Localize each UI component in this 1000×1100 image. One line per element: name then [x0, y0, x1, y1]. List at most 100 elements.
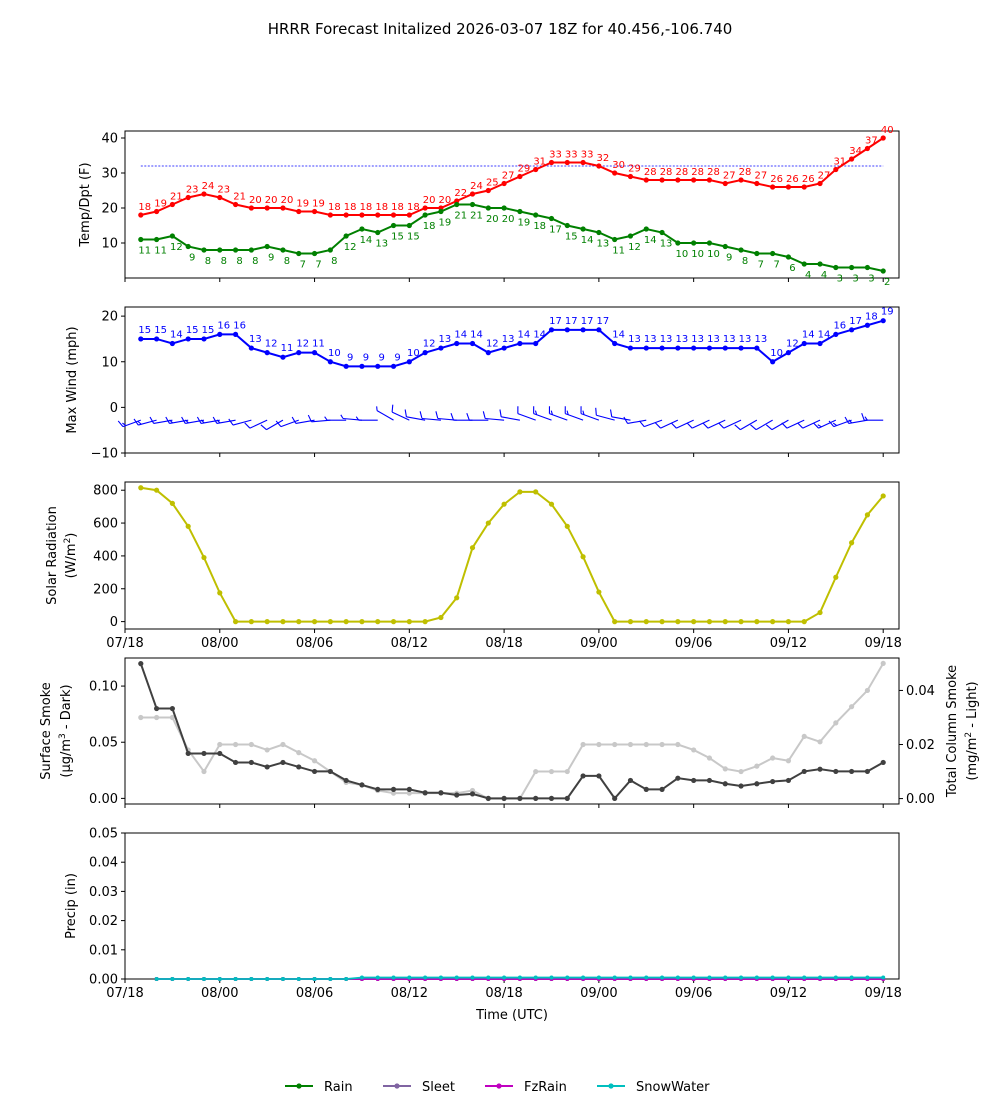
wind-point	[375, 363, 381, 369]
solar-point	[817, 609, 823, 616]
temp-data-label: 26	[802, 174, 815, 185]
wind-data-label: 14	[454, 330, 467, 341]
wind-point	[533, 340, 539, 347]
y-tick-label: 0.02	[89, 914, 118, 929]
temp-point	[833, 166, 839, 173]
surface-smoke-point	[138, 661, 144, 667]
y-right-tick-label: 0.04	[906, 684, 935, 699]
y-tick-label: 0	[110, 401, 118, 416]
dewpoint-data-label: 11	[612, 246, 625, 257]
wind-barb	[466, 412, 489, 421]
dewpoint-data-label: 19	[439, 218, 452, 229]
wind-data-label: 16	[217, 320, 230, 331]
column-smoke-point	[169, 714, 175, 721]
wind-point	[296, 350, 302, 356]
barb-shaft	[391, 411, 410, 421]
precip-snowwater-point	[581, 975, 586, 980]
wind-barb	[244, 419, 268, 429]
wind-barb	[117, 419, 141, 428]
surface-smoke-point	[691, 777, 697, 784]
wind-barb	[580, 406, 600, 421]
dewpoint-point	[169, 233, 175, 239]
y-tick-label: 400	[93, 549, 118, 564]
barb-shaft	[755, 419, 773, 431]
temp-data-label: 28	[691, 167, 704, 178]
surface-smoke-point	[880, 759, 886, 766]
temp-point	[533, 166, 539, 173]
column-smoke-point	[548, 768, 555, 775]
solar-point	[880, 493, 886, 499]
temp-data-label: 18	[407, 202, 420, 213]
surface-smoke-point	[375, 786, 381, 793]
dewpoint-point	[849, 264, 855, 271]
wind-point	[485, 350, 491, 356]
solar-point	[754, 619, 760, 625]
surface-smoke-point	[280, 759, 286, 766]
dewpoint-point	[643, 226, 649, 232]
column-smoke-point	[296, 750, 302, 756]
x-tick-label: 07/18	[106, 636, 143, 651]
wind-point	[327, 359, 333, 365]
barb-feather	[861, 412, 865, 421]
dewpoint-point	[612, 236, 618, 243]
surface-smoke-point	[390, 786, 397, 793]
wind-barb	[517, 406, 536, 421]
column-smoke-point	[280, 741, 286, 748]
column-smoke-point	[833, 720, 839, 726]
solar-point	[138, 485, 144, 491]
dewpoint-point	[280, 247, 286, 253]
surface-smoke-point	[153, 705, 160, 712]
temp-point	[359, 212, 365, 218]
wind-point	[691, 345, 697, 351]
wind-point	[359, 363, 365, 369]
column-smoke-point	[201, 768, 207, 775]
temp-data-label: 20	[281, 195, 294, 206]
barb-feather	[609, 409, 613, 417]
wind-point	[864, 322, 871, 328]
wind-point	[548, 327, 555, 333]
precip-snowwater-point	[802, 975, 807, 980]
wind-barb	[718, 419, 742, 429]
precip-snowwater-point	[154, 977, 159, 981]
barb-feather	[566, 410, 569, 415]
wind-barb	[391, 404, 410, 421]
precip-snowwater-point	[549, 975, 554, 980]
temp-point	[849, 156, 855, 162]
surface-smoke-point	[833, 768, 839, 775]
dewpoint-data-label: 12	[170, 242, 183, 253]
temp-point	[406, 212, 412, 218]
column-smoke-line	[140, 662, 885, 800]
wind-data-label: 15	[186, 325, 199, 336]
wind-point	[153, 336, 160, 342]
precip-snowwater-point	[486, 975, 491, 980]
temp-data-label: 21	[233, 192, 246, 203]
temp-point	[264, 205, 270, 211]
temp-data-label: 18	[360, 202, 373, 213]
dewpoint-point	[485, 205, 491, 211]
dewpoint-point	[390, 222, 397, 229]
wind-data-label: 10	[328, 348, 341, 359]
wind-point	[232, 331, 239, 337]
temp-point	[517, 173, 523, 180]
x-tick-label: 09/18	[864, 986, 901, 1001]
wind-barb	[212, 416, 236, 424]
dewpoint-point	[596, 229, 602, 236]
barb-feather	[169, 419, 174, 424]
legend-item: FzRain	[485, 1080, 567, 1095]
x-tick-label: 07/18	[106, 986, 143, 1001]
surface-smoke-line	[139, 663, 884, 800]
temp-point	[722, 180, 728, 187]
dewpoint-data-label: 8	[284, 256, 290, 267]
temp-data-label: 20	[265, 195, 278, 206]
dewpoint-point	[785, 254, 792, 260]
temp-data-label: 28	[739, 167, 752, 178]
precip-snowwater-point	[502, 975, 507, 980]
dewpoint-data-label: 13	[597, 239, 610, 250]
temp-point	[596, 163, 602, 169]
dewpoint-data-label: 7	[300, 260, 306, 271]
y-tick-label: 0.05	[89, 736, 118, 751]
wind-data-label: 14	[612, 330, 625, 341]
wind-point	[738, 345, 744, 351]
barb-feather	[864, 416, 868, 421]
column-smoke-point	[754, 763, 760, 769]
